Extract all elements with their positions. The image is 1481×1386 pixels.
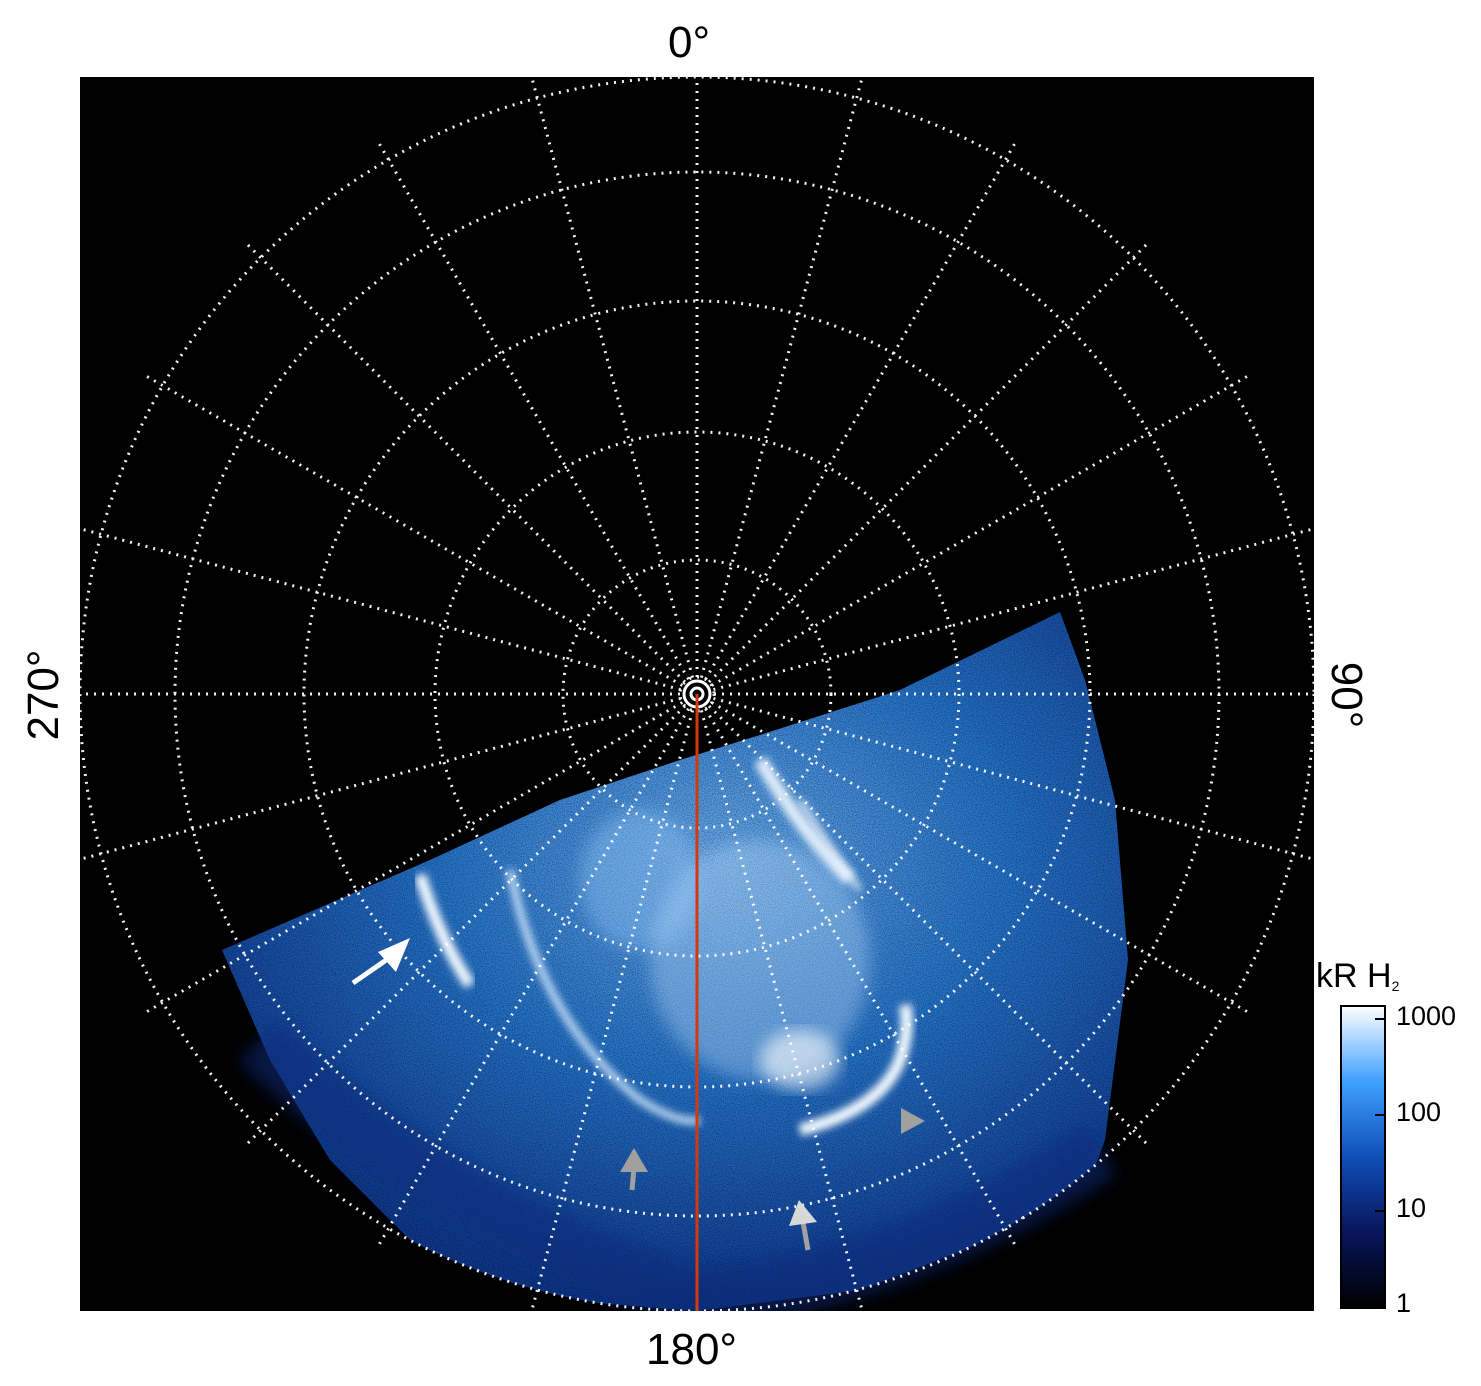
colorbar-title-text: kR H xyxy=(1316,957,1392,995)
colorbar-tick-1000: 1000 xyxy=(1396,1001,1457,1031)
latitude-circle xyxy=(561,558,833,830)
colorbar-title: kR H2 xyxy=(1316,957,1399,996)
colorbar-tick-1: 1 xyxy=(1396,1288,1412,1318)
latitude-circle xyxy=(433,430,961,958)
auroral-arc-main xyxy=(506,869,701,1125)
auroral-arc-upper xyxy=(753,756,855,885)
auroral-arc-left xyxy=(414,873,475,989)
longitude-label-0: 0° xyxy=(668,18,711,67)
auroral-arc-right-loop xyxy=(798,1003,913,1136)
colorbar-tick-10: 10 xyxy=(1396,1193,1427,1223)
longitude-label-90: 90° xyxy=(1322,661,1371,729)
arrow-white-left xyxy=(351,938,410,986)
colorbar-tick-100: 100 xyxy=(1396,1097,1442,1127)
longitude-label-180: 180° xyxy=(646,1325,738,1374)
colorbar xyxy=(1340,1005,1386,1309)
colorbar-ticks xyxy=(1375,1018,1385,1307)
arrow-gray-right xyxy=(789,1200,817,1251)
colorbar-title-subscript: 2 xyxy=(1391,978,1400,994)
longitude-label-270: 270° xyxy=(19,649,68,741)
triangle-marker-gray xyxy=(901,1108,925,1134)
arrow-gray-center xyxy=(620,1148,648,1191)
